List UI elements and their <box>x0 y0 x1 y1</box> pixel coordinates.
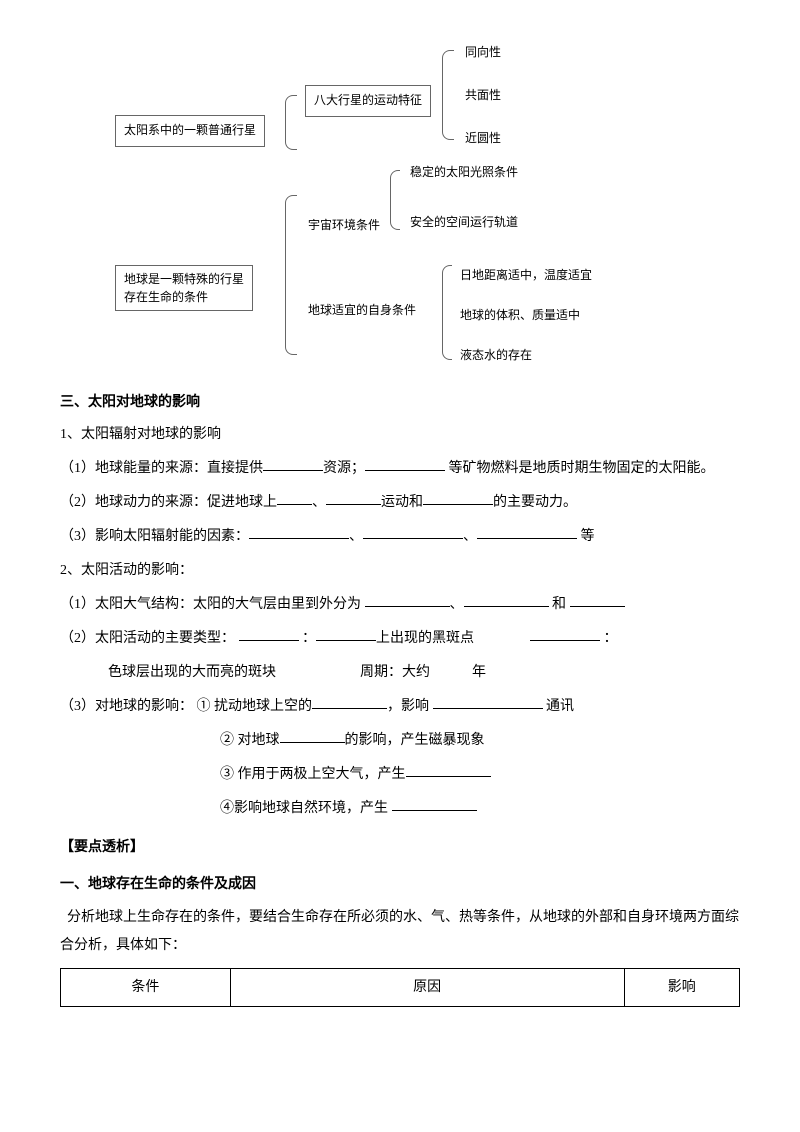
blank-field[interactable] <box>570 606 625 607</box>
diagram-box-earth: 地球是一颗特殊的行星存在生命的条件 <box>115 265 253 311</box>
brace <box>285 95 297 150</box>
brace <box>442 50 454 140</box>
points-heading: 【要点透析】 <box>60 835 740 860</box>
summary-table: 条件 原因 影响 <box>60 968 740 1007</box>
blank-field[interactable] <box>316 640 376 641</box>
paragraph: （1）地球能量的来源：直接提供 资源； 等矿物燃料是地质时期生物固定的太阳能。 <box>60 455 740 483</box>
blank-field[interactable] <box>433 708 543 709</box>
diagram-item: 共面性 <box>465 85 501 107</box>
blank-field[interactable] <box>392 810 477 811</box>
paragraph: （1）太阳大气结构：太阳的大气层由里到外分为 、 和 <box>60 591 740 619</box>
diagram-box-solar: 太阳系中的一颗普通行星 <box>115 115 265 147</box>
text: 的主要动力。 <box>493 495 577 510</box>
diagram-item: 液态水的存在 <box>460 345 532 367</box>
blank-field[interactable] <box>464 606 549 607</box>
paragraph: ③ 作用于两极上空大气，产生 <box>60 761 740 789</box>
text: 资源； <box>323 461 365 476</box>
paragraph: （2）地球动力的来源：促进地球上 、 运动和 的主要动力。 <box>60 489 740 517</box>
text: （2）地球动力的来源：促进地球上 <box>60 495 277 510</box>
text: （3）对地球的影响： ① 扰动地球上空的 <box>60 699 312 714</box>
table-header: 影响 <box>624 968 739 1006</box>
text: （3）影响太阳辐射能的因素： <box>60 529 249 544</box>
text: 和 <box>549 597 570 612</box>
text: 色球层出现的大而亮的斑块 周期：大约 年 <box>108 665 486 680</box>
text: ，影响 <box>387 699 433 714</box>
table-row: 条件 原因 影响 <box>61 968 740 1006</box>
brace <box>442 265 452 360</box>
paragraph: （2）太阳活动的主要类型： ： 上出现的黑斑点 ： <box>60 625 740 653</box>
brace <box>390 170 400 230</box>
text: 的影响，产生磁暴现象 <box>345 733 485 748</box>
blank-field[interactable] <box>365 606 450 607</box>
text: ③ 作用于两极上空大气，产生 <box>220 767 406 782</box>
text: （1）太阳大气结构：太阳的大气层由里到外分为 <box>60 597 365 612</box>
text: 、 <box>463 529 477 544</box>
text: 等矿物燃料是地质时期生物固定的太阳能。 <box>445 461 715 476</box>
text: 、 <box>312 495 326 510</box>
diagram-self-label: 地球适宜的自身条件 <box>308 300 416 322</box>
diagram-item: 稳定的太阳光照条件 <box>410 162 518 184</box>
blank-field[interactable] <box>312 708 387 709</box>
text: （2）太阳活动的主要类型： <box>60 631 239 646</box>
blank-field[interactable] <box>277 504 312 505</box>
blank-field[interactable] <box>530 640 600 641</box>
blank-field[interactable] <box>326 504 381 505</box>
text: 运动和 <box>381 495 423 510</box>
diagram-cosmic-label: 宇宙环境条件 <box>308 215 380 237</box>
paragraph: 2、太阳活动的影响： <box>60 557 740 585</box>
paragraph: 1、太阳辐射对地球的影响 <box>60 421 740 449</box>
points-subtitle: 一、地球存在生命的条件及成因 <box>60 872 740 897</box>
text: 、 <box>349 529 363 544</box>
paragraph: ② 对地球 的影响，产生磁暴现象 <box>60 727 740 755</box>
diagram-item: 近圆性 <box>465 128 501 150</box>
text: 通讯 <box>543 699 575 714</box>
blank-field[interactable] <box>365 470 445 471</box>
text: ： <box>299 631 317 646</box>
text: ② 对地球 <box>220 733 280 748</box>
text: 、 <box>450 597 464 612</box>
text: 上出现的黑斑点 <box>376 631 530 646</box>
diagram-item: 地球的体积、质量适中 <box>460 305 580 327</box>
text: ： <box>600 631 618 646</box>
text: 等 <box>577 529 595 544</box>
paragraph: （3）影响太阳辐射能的因素： 、 、 等 <box>60 523 740 551</box>
table-header: 原因 <box>230 968 624 1006</box>
blank-field[interactable] <box>406 776 491 777</box>
paragraph: 色球层出现的大而亮的斑块 周期：大约 年 <box>60 659 740 687</box>
diagram-item: 同向性 <box>465 42 501 64</box>
diagram-box-planets: 八大行星的运动特征 <box>305 85 431 117</box>
brace <box>285 195 297 355</box>
paragraph: （3）对地球的影响： ① 扰动地球上空的 ，影响 通讯 <box>60 693 740 721</box>
blank-field[interactable] <box>363 538 463 539</box>
text: ④影响地球自然环境，产生 <box>220 801 392 816</box>
section-title: 三、太阳对地球的影响 <box>60 390 740 415</box>
blank-field[interactable] <box>477 538 577 539</box>
diagram-item: 日地距离适中，温度适宜 <box>460 265 592 287</box>
blank-field[interactable] <box>423 504 493 505</box>
blank-field[interactable] <box>239 640 299 641</box>
paragraph: ④影响地球自然环境，产生 <box>60 795 740 823</box>
blank-field[interactable] <box>249 538 349 539</box>
table-header: 条件 <box>61 968 231 1006</box>
blank-field[interactable] <box>263 470 323 471</box>
blank-field[interactable] <box>280 742 345 743</box>
text: （1）地球能量的来源：直接提供 <box>60 461 263 476</box>
points-body: 分析地球上生命存在的条件，要结合生命存在所必须的水、气、热等条件，从地球的外部和… <box>60 904 740 960</box>
diagram-item: 安全的空间运行轨道 <box>410 212 518 234</box>
concept-diagram: 太阳系中的一颗普通行星 八大行星的运动特征 同向性 共面性 近圆性 地球是一颗特… <box>60 40 740 380</box>
